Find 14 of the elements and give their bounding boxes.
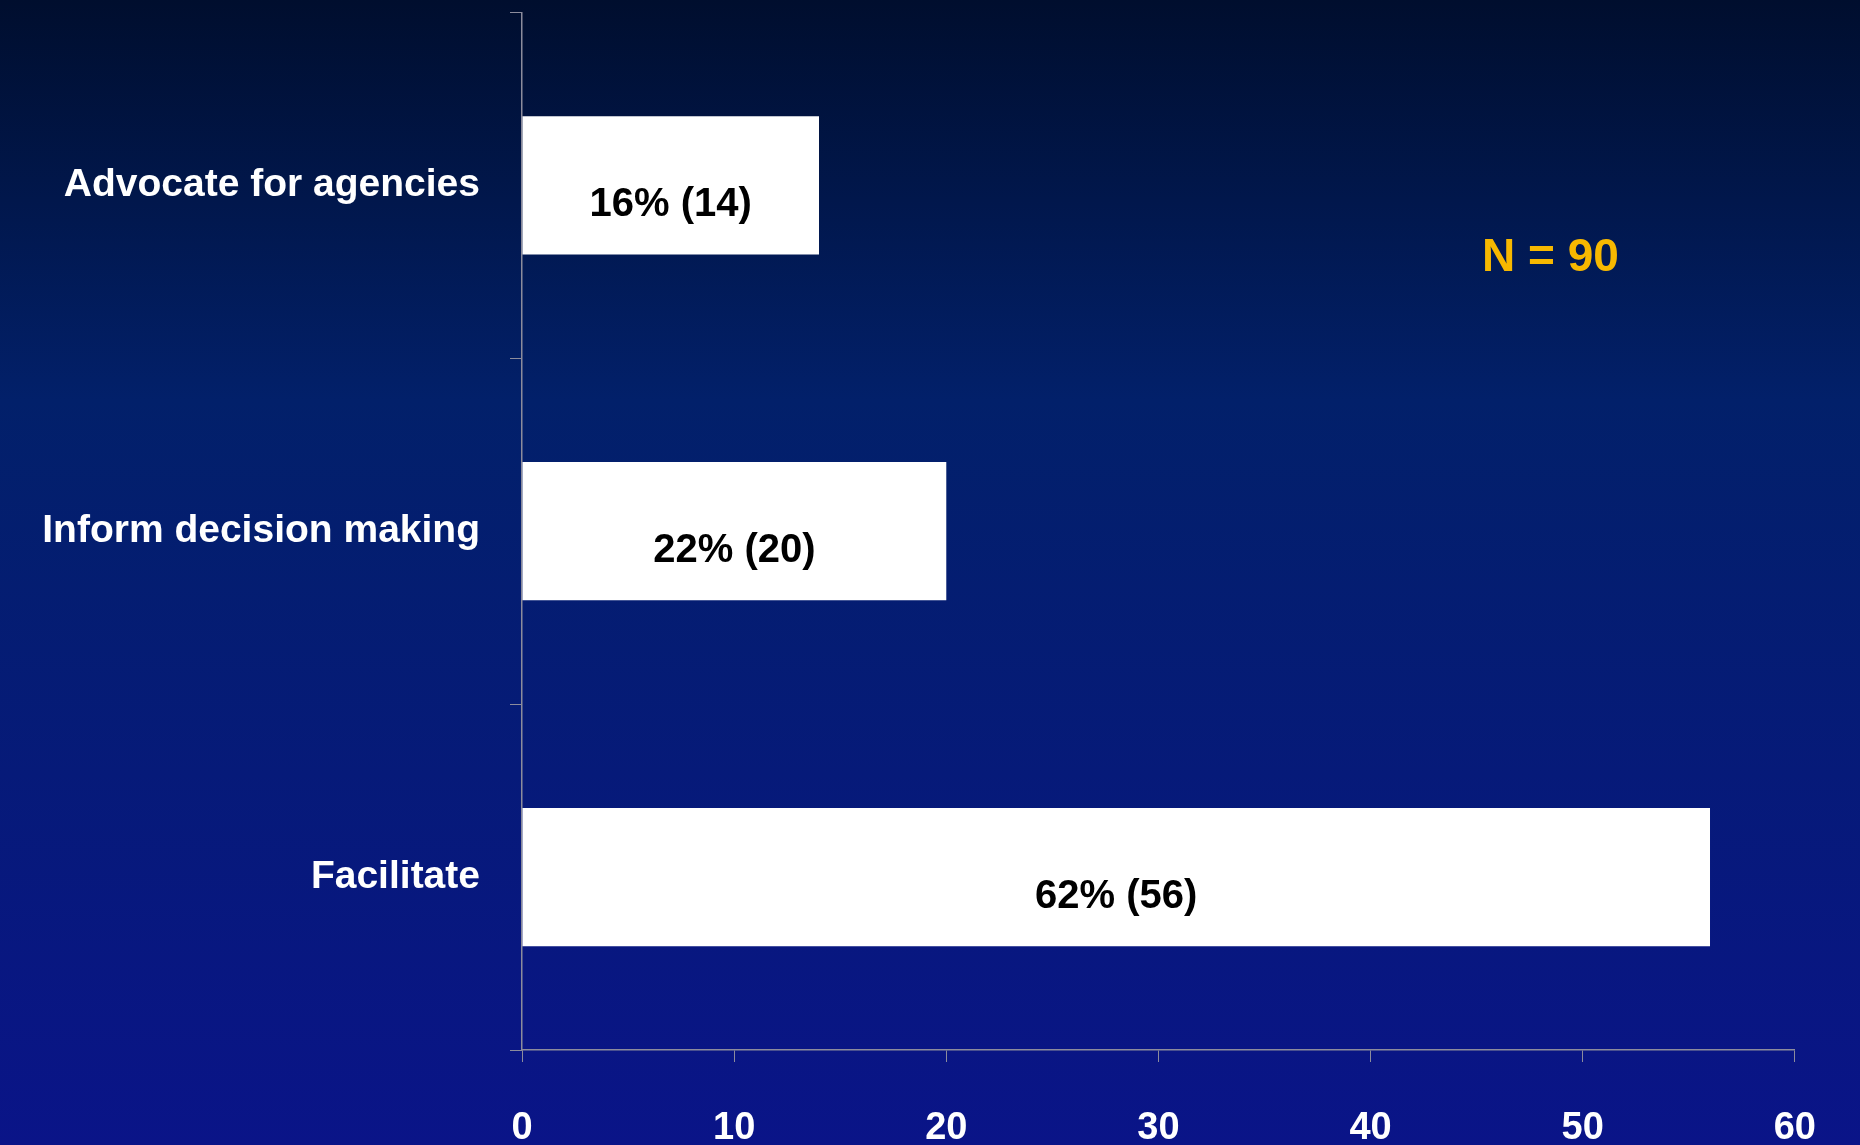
y-tick-label: Inform decision making (42, 506, 480, 550)
data-label: 62% (56) (1035, 872, 1198, 917)
x-tick-label: 60 (1773, 1105, 1817, 1145)
data-label: 22% (20) (653, 526, 816, 571)
x-tick-label: 20 (925, 1105, 968, 1145)
x-tick-label: 40 (1349, 1105, 1392, 1145)
data-label: 16% (14) (589, 180, 752, 225)
x-tick-label: 10 (713, 1105, 756, 1145)
y-tick-label: Facilitate (310, 852, 480, 896)
annotation: N = 90 (1482, 228, 1619, 282)
y-tick-label: Advocate for agencies (63, 161, 480, 205)
x-tick-label: 50 (1561, 1105, 1604, 1145)
x-tick-label: 30 (1137, 1105, 1180, 1145)
x-tick-label: 0 (511, 1105, 533, 1145)
